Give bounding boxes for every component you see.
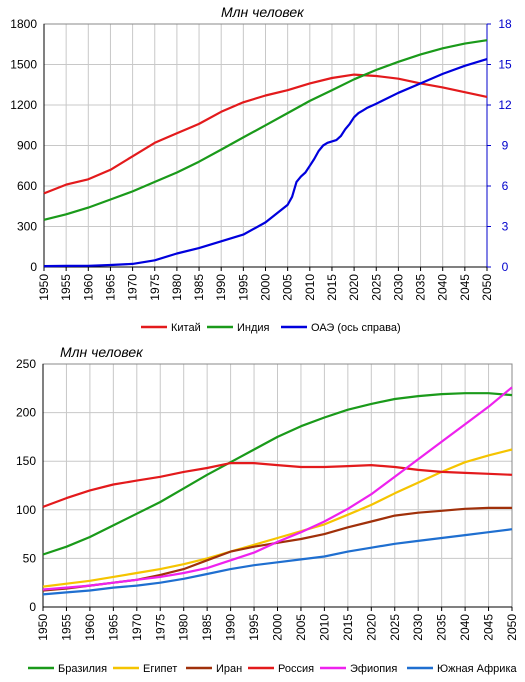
x-tick-label: 2000 [259, 274, 273, 301]
y-tick-label: 100 [16, 503, 36, 517]
series-line-6 [42, 528, 513, 596]
y-tick-label: 1800 [10, 17, 37, 31]
chart-bottom: 0 50 100 150 200 250 1950 1955 1960 1965 1970 1975 1… [16, 344, 519, 675]
series-line-2 [42, 448, 513, 588]
y2-tick-label: 3 [502, 220, 509, 234]
x-tick-label: 2025 [388, 614, 402, 641]
y-tick-label: 600 [17, 179, 37, 193]
x-tick-label: 1960 [83, 614, 97, 641]
series-line-5 [42, 386, 513, 591]
x-tick-label: 1965 [103, 274, 117, 301]
x-tick-label: 1950 [36, 614, 50, 641]
y-tick-label: 150 [16, 454, 36, 468]
y-tick-label: 300 [17, 220, 37, 234]
x-tick-label: 2015 [341, 614, 355, 641]
y-tick-label: 900 [17, 139, 37, 153]
x-tick-label: 2030 [391, 274, 405, 301]
y2-tick-label: 9 [502, 139, 509, 153]
y-tick-label: 1200 [10, 98, 37, 112]
x-tick-label: 1985 [200, 614, 214, 641]
legend-label-3: Иран [216, 663, 242, 675]
series-line-1 [43, 73, 488, 195]
legend-label-6: Южная Африка [437, 663, 518, 675]
x-tick-label: 2005 [294, 614, 308, 641]
legend-label-2: Египет [143, 663, 177, 675]
x-tick-label: 2050 [480, 274, 494, 301]
x-tick-label: 2010 [317, 614, 331, 641]
legend-label-1: Китай [171, 322, 201, 334]
x-tick-label: 2010 [303, 274, 317, 301]
x-tick-label: 2025 [369, 274, 383, 301]
y2-tick-label: 18 [498, 17, 512, 31]
y2-tick-label: 15 [498, 58, 512, 72]
x-tick-label: 2015 [325, 274, 339, 301]
x-tick-label: 1995 [236, 274, 250, 301]
y-tick-label: 0 [30, 260, 37, 274]
legend-label-3: ОАЭ (ось справа) [311, 322, 401, 334]
x-tick-label: 2045 [458, 274, 472, 301]
y-tick-label: 1500 [10, 58, 37, 72]
series-line-3 [43, 58, 488, 268]
legend-label-5: Эфиопия [350, 663, 397, 675]
x-tick-label: 1980 [177, 614, 191, 641]
y2-tick-label: 12 [498, 98, 512, 112]
x-tick-label: 1965 [106, 614, 120, 641]
x-tick-label: 1975 [153, 614, 167, 641]
x-tick-label: 2020 [347, 274, 361, 301]
y-axis-label: Млн человек [221, 4, 305, 20]
x-tick-label: 1990 [224, 614, 238, 641]
series-line-1 [42, 392, 513, 556]
y-tick-label: 0 [29, 600, 36, 614]
y-tick-label: 200 [16, 406, 36, 420]
x-tick-label: 1970 [130, 614, 144, 641]
x-tick-label: 1990 [214, 274, 228, 301]
y-axis-label: Млн человек [60, 344, 144, 360]
x-tick-label: 2040 [436, 274, 450, 301]
x-tick-label: 2050 [505, 614, 519, 641]
chart-top: 0 300 600 900 1200 1500 1800 1950 1955 1960 1965 19… [10, 4, 512, 334]
series-line-4 [42, 462, 513, 508]
x-tick-label: 1950 [37, 274, 51, 301]
legend-label-2: Индия [237, 322, 270, 334]
x-tick-label: 1955 [59, 614, 73, 641]
x-tick-label: 1975 [148, 274, 162, 301]
x-tick-label: 2005 [281, 274, 295, 301]
x-tick-label: 1970 [126, 274, 140, 301]
x-tick-label: 2035 [414, 274, 428, 301]
series-line-2 [43, 39, 488, 221]
x-tick-label: 2045 [482, 614, 496, 641]
legend-label-1: Бразилия [58, 663, 107, 675]
y-tick-label: 50 [23, 551, 37, 565]
x-tick-label: 1980 [170, 274, 184, 301]
y2-tick-label: 6 [502, 179, 509, 193]
x-tick-label: 2000 [271, 614, 285, 641]
legend-label-4: Россия [278, 663, 314, 675]
x-tick-label: 2030 [411, 614, 425, 641]
x-tick-label: 1995 [247, 614, 261, 641]
x-tick-label: 2035 [435, 614, 449, 641]
x-tick-label: 2020 [364, 614, 378, 641]
x-tick-label: 1985 [192, 274, 206, 301]
x-tick-label: 2040 [458, 614, 472, 641]
x-tick-label: 1955 [59, 274, 73, 301]
y-tick-label: 250 [16, 357, 36, 371]
x-tick-label: 1960 [81, 274, 95, 301]
y2-tick-label: 0 [502, 260, 509, 274]
